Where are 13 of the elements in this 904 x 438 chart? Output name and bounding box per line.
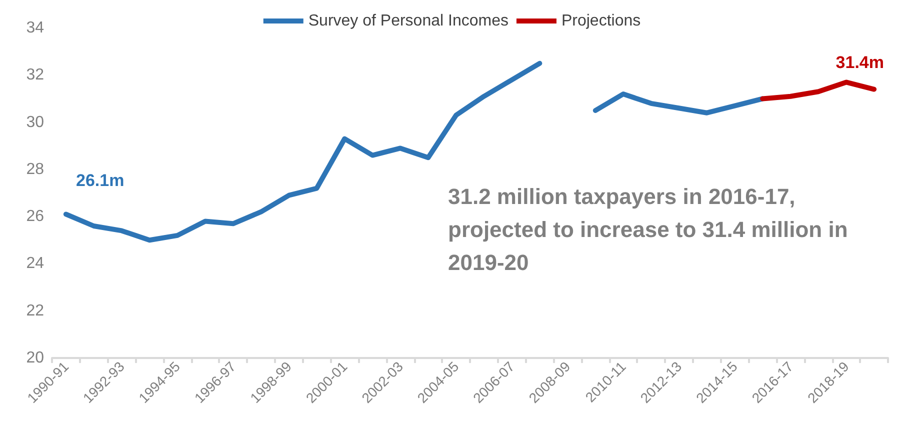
legend-label: Survey of Personal Incomes [308, 12, 508, 30]
y-tick-label: 30 [26, 114, 44, 131]
y-tick-label: 20 [26, 350, 44, 366]
annotation: 31.4m [836, 53, 884, 72]
y-tick-label: 28 [26, 160, 44, 178]
y-tick-label: 24 [26, 255, 44, 272]
y-tick-label: 34 [26, 20, 44, 36]
y-tick-label: 22 [26, 302, 44, 320]
annotation: 26.1m [76, 171, 124, 190]
y-tick-label: 32 [26, 66, 44, 84]
y-tick-label: 26 [26, 208, 44, 226]
legend-label: Projections [561, 12, 641, 30]
annotation: 31.2 million taxpayers in 2016-17, projected to increase to 31.4 million in 2019-20 [448, 184, 854, 275]
